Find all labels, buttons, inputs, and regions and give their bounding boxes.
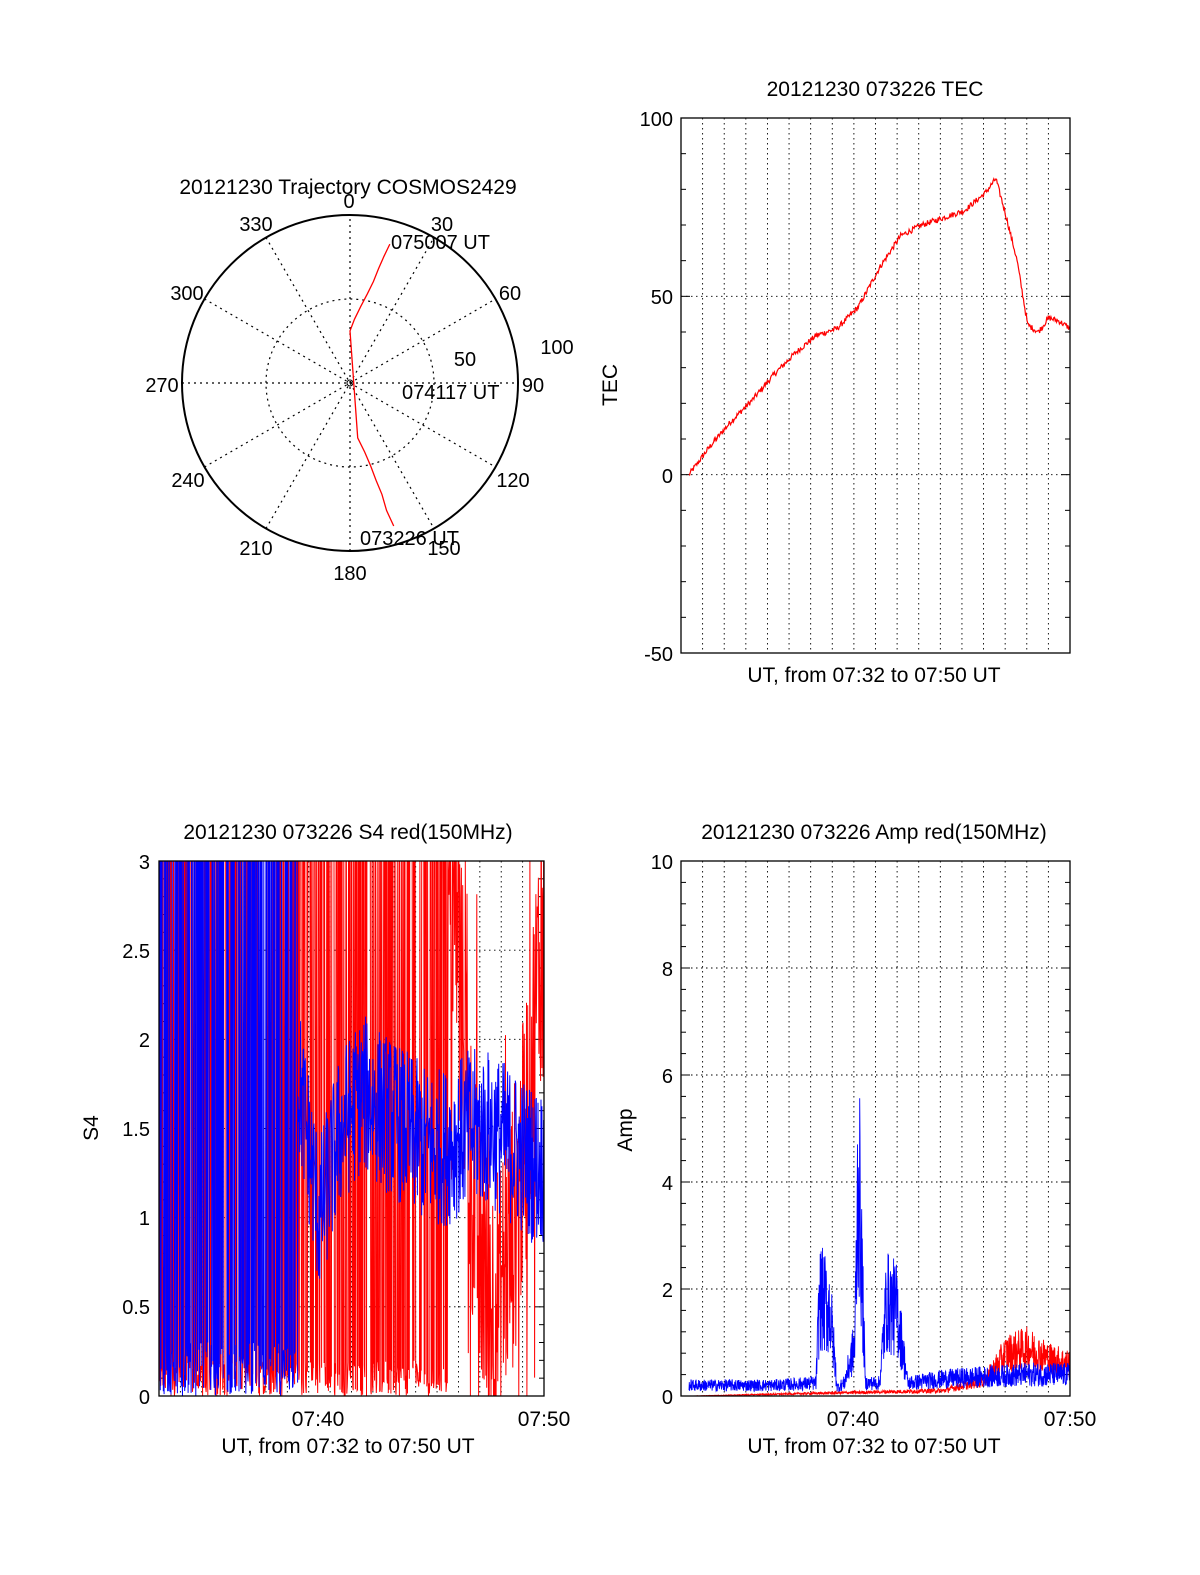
az-label-180: 180	[333, 563, 366, 585]
s4-chart: 20121230 073226 S4 red(150MHz) UT, from …	[80, 821, 570, 1458]
trajectory-line	[349, 243, 395, 527]
tec-grid	[681, 117, 1070, 654]
polar-series	[349, 243, 395, 527]
s4-ytick-0: 0	[139, 1387, 150, 1409]
amp-grid	[681, 860, 1070, 1397]
s4-xtick-0750: 07:50	[518, 1408, 571, 1431]
az-label-300: 300	[170, 283, 203, 305]
tec-series-line	[688, 177, 1071, 477]
s4-ytick-2: 2	[139, 1030, 150, 1052]
amp-ytick-10: 10	[651, 852, 673, 874]
amp-ytick-2: 2	[662, 1280, 673, 1302]
amp-chart: 20121230 073226 Amp red(150MHz) UT, from…	[614, 821, 1096, 1458]
az-label-150: 150	[427, 538, 460, 560]
az-label-60: 60	[499, 283, 521, 305]
polar-title: 20121230 Trajectory COSMOS2429	[179, 176, 516, 199]
tec-ylabel: TEC	[599, 364, 622, 406]
radial-label-100: 100	[540, 337, 573, 359]
az-label-210: 210	[239, 538, 272, 560]
s4-ytick-1.5: 1.5	[122, 1119, 150, 1141]
amp-xlabel: UT, from 07:32 to 07:50 UT	[747, 1435, 1000, 1458]
amp-ytick-0: 0	[662, 1387, 673, 1409]
tec-series	[688, 177, 1071, 477]
tec-plot-frame	[680, 117, 1071, 654]
s4-xtick-0740: 07:40	[292, 1408, 345, 1431]
annotation-end-time: 075007 UT	[391, 232, 490, 254]
polar-grid	[182, 215, 518, 551]
amp-series-red	[689, 1326, 1071, 1397]
tec-ytick-minus50: -50	[644, 644, 673, 666]
amp-xtick-0740: 07:40	[827, 1408, 880, 1431]
polar-grid-spoke-150	[265, 237, 435, 529]
az-label-240: 240	[171, 470, 204, 492]
s4-plot-frame	[158, 860, 545, 1397]
az-label-30: 30	[431, 214, 453, 236]
s4-title: 20121230 073226 S4 red(150MHz)	[183, 821, 512, 844]
amp-xtick-0750: 07:50	[1044, 1408, 1097, 1431]
amp-ylabel: Amp	[614, 1108, 637, 1151]
amp-ytick-8: 8	[662, 959, 673, 981]
az-label-0: 0	[343, 191, 354, 213]
trajectory-polar-chart: 20121230 Trajectory COSMOS2429 0 30 60 9…	[145, 176, 573, 585]
s4-ytick-1: 1	[139, 1208, 150, 1230]
amp-title: 20121230 073226 Amp red(150MHz)	[701, 821, 1047, 844]
s4-series	[158, 860, 545, 1397]
tec-ytick-50: 50	[651, 287, 673, 309]
tec-ytick-100: 100	[640, 109, 673, 131]
tec-title: 20121230 073226 TEC	[767, 78, 984, 101]
amp-ytick-6: 6	[662, 1066, 673, 1088]
az-label-330: 330	[239, 214, 272, 236]
tec-ytick-0: 0	[662, 466, 673, 488]
polar-azimuth-labels: 0 30 60 90 120 150 180 210 240 270 300 3…	[145, 191, 544, 585]
s4-ytick-3: 3	[139, 852, 150, 874]
s4-ytick-0.5: 0.5	[122, 1297, 150, 1319]
az-label-120: 120	[496, 470, 529, 492]
amp-series	[688, 1098, 1071, 1397]
amp-ytick-4: 4	[662, 1173, 673, 1195]
az-label-90: 90	[522, 375, 544, 397]
radial-label-50: 50	[454, 349, 476, 371]
s4-ylabel: S4	[80, 1115, 103, 1141]
s4-ytick-2.5: 2.5	[122, 941, 150, 963]
tec-chart: 20121230 073226 TEC UT, from 07:32 to 07…	[599, 78, 1071, 687]
annotation-start-time: 073226 UT	[360, 528, 459, 550]
s4-series-blue	[159, 860, 545, 1397]
annotation-mid-time: 074117 UT	[402, 382, 499, 404]
polar-outer-circle	[181, 214, 519, 552]
tec-xlabel: UT, from 07:32 to 07:50 UT	[747, 664, 1000, 687]
amp-plot-frame	[680, 860, 1071, 1397]
polar-center-marker	[346, 379, 354, 387]
s4-xlabel: UT, from 07:32 to 07:50 UT	[221, 1435, 474, 1458]
amp-series-blue	[688, 1098, 1071, 1393]
az-label-270: 270	[145, 375, 178, 397]
